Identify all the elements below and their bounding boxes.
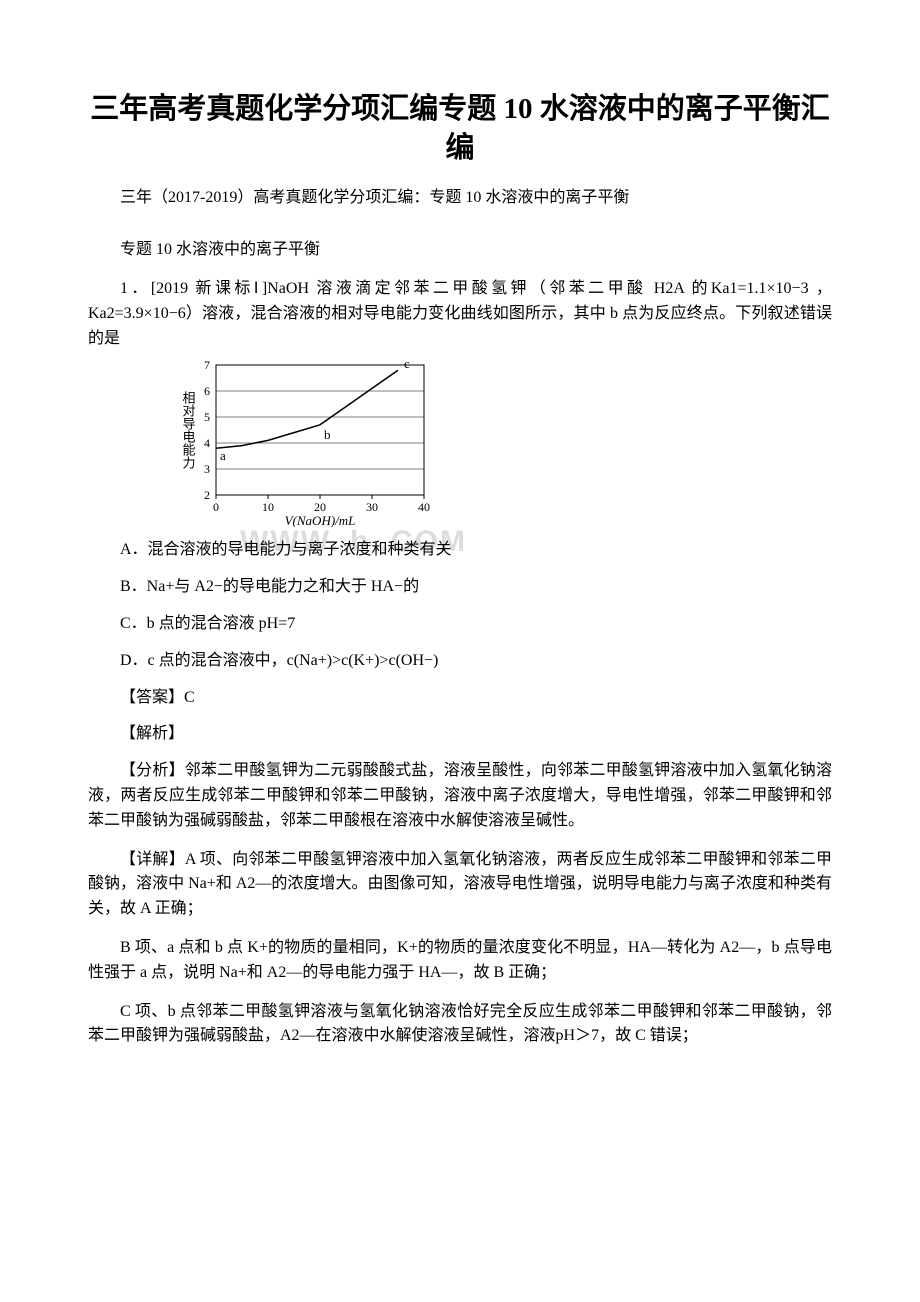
svg-text:40: 40	[418, 500, 430, 514]
conductivity-chart: 2 3 4 5 6 7 0 10 20 30 40 a b c 相对导电能力 V(NaOH)/mL	[174, 357, 832, 532]
answer: 【答案】C	[88, 686, 832, 711]
svg-text:6: 6	[204, 384, 210, 398]
option-d: D．c 点的混合溶液中，c(Na+)>c(K+)>c(OH−)	[88, 649, 832, 674]
question-text: 1．[2019 新课标Ⅰ]NaOH 溶液滴定邻苯二甲酸氢钾（邻苯二甲酸 H2A …	[88, 277, 832, 351]
section-heading: 专题 10 水溶液中的离子平衡	[88, 238, 832, 263]
svg-text:a: a	[220, 449, 226, 464]
detail-a: 【详解】A 项、向邻苯二甲酸氢钾溶液中加入氢氧化钠溶液，两者反应生成邻苯二甲酸钾…	[88, 848, 832, 922]
chart-svg: 2 3 4 5 6 7 0 10 20 30 40 a b c 相对导电能力 V(NaOH)/mL	[174, 357, 434, 527]
detail-c: C 项、b 点邻苯二甲酸氢钾溶液与氢氧化钠溶液恰好完全反应生成邻苯二甲酸钾和邻苯…	[88, 1000, 832, 1050]
svg-text:5: 5	[204, 410, 210, 424]
svg-text:相对导电能力: 相对导电能力	[181, 391, 196, 470]
svg-text:7: 7	[204, 358, 210, 372]
svg-text:20: 20	[314, 500, 326, 514]
analysis-fenxi: 【分析】邻苯二甲酸氢钾为二元弱酸酸式盐，溶液呈酸性，向邻苯二甲酸氢钾溶液中加入氢…	[88, 759, 832, 833]
svg-text:10: 10	[262, 500, 274, 514]
svg-text:b: b	[324, 427, 331, 442]
svg-text:4: 4	[204, 436, 210, 450]
svg-text:30: 30	[366, 500, 378, 514]
analysis-label: 【解析】	[88, 722, 832, 747]
option-a: A．混合溶液的导电能力与离子浓度和种类有关	[88, 538, 832, 563]
svg-text:3: 3	[204, 462, 210, 476]
svg-text:2: 2	[204, 488, 210, 502]
document-content: 三年高考真题化学分项汇编专题 10 水溶液中的离子平衡汇编 三年（2017-20…	[88, 90, 832, 1049]
option-c: C．b 点的混合溶液 pH=7	[88, 612, 832, 637]
svg-text:c: c	[404, 357, 410, 371]
subtitle: 三年（2017-2019）高考真题化学分项汇编：专题 10 水溶液中的离子平衡	[88, 186, 832, 210]
page-title: 三年高考真题化学分项汇编专题 10 水溶液中的离子平衡汇编	[88, 90, 832, 168]
svg-text:0: 0	[213, 500, 219, 514]
option-b: B．Na+与 A2−的导电能力之和大于 HA−的	[88, 575, 832, 600]
detail-b: B 项、a 点和 b 点 K+的物质的量相同，K+的物质的量浓度变化不明显，HA…	[88, 936, 832, 986]
svg-text:V(NaOH)/mL: V(NaOH)/mL	[285, 513, 356, 527]
